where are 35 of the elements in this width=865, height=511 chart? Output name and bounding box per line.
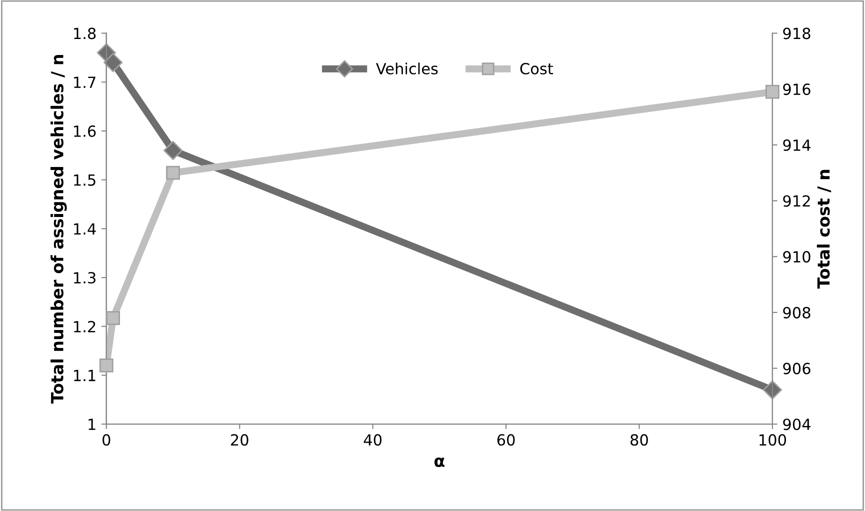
point [762,380,782,400]
y-tick-label: 1.1 [74,370,96,382]
y-axis-title: Total number of assigned vehicles / n [50,55,67,404]
y-tick-label: 1.5 [74,174,96,186]
y2-tick-label: 904 [783,418,810,430]
point [163,140,183,160]
point [99,358,114,372]
y2-tick-label: 908 [783,306,810,318]
y-tick-label: 1.3 [74,272,96,284]
y-tick-label: 1.6 [74,125,96,137]
point [166,166,180,180]
y-tick-label: 1.8 [74,28,96,40]
y2-axis-title: Total cost / n [816,170,832,289]
point [104,53,123,72]
x-tick-label: 80 [630,434,648,446]
y2-tick-label: 910 [783,251,810,263]
x-tick-label: 100 [760,434,786,446]
x-tick-label: 40 [364,434,382,446]
y2-tick-label: 914 [783,139,810,151]
x-tick-label: 60 [497,434,515,446]
x-tick-label: 20 [231,434,248,446]
x-tick-label: 0 [102,434,110,446]
y-tick-label: 1 [88,418,96,430]
point [766,84,780,99]
y-tick-label: 1.7 [74,76,96,88]
y2-tick-label: 918 [783,28,810,40]
legend-label: Cost [520,62,554,74]
y2-tick-label: 916 [783,84,810,96]
point [106,311,120,325]
y-tick-label: 1.4 [74,223,96,234]
y-tick-label: 1.2 [74,320,96,332]
legend-label: Vehicles [376,62,438,74]
x-axis-title: α [434,458,444,468]
y2-tick-label: 912 [783,195,810,207]
y2-tick-label: 906 [783,362,810,374]
